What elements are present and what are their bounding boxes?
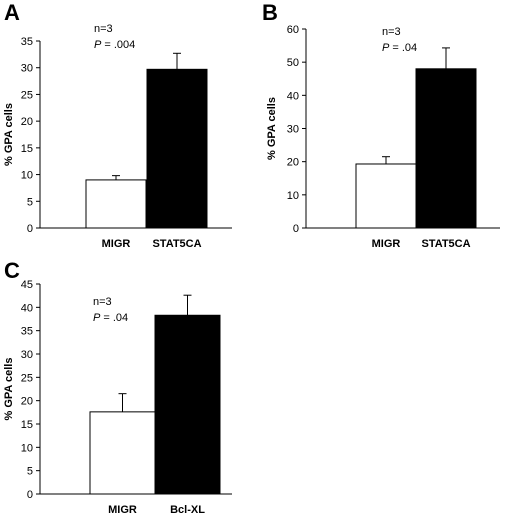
chart-panel-a: A 0 5 10 15 20 25 30 35 % GPA cells MIGR STAT5CA n=3… [3,0,232,250]
y-tick-label: 15 [21,419,33,431]
panel-letter-a: A [4,0,20,25]
y-tick-label: 20 [21,396,33,408]
p-value-label: P = .04 [382,42,417,54]
y-tick-label: 10 [21,442,33,454]
y-tick-label: 50 [287,57,299,69]
bar-bcl-xl [154,314,221,495]
y-tick-label: 45 [21,279,33,291]
x-category-label: STAT5CA [152,238,201,250]
p-value-text: = .04 [389,42,417,54]
panel-letter-b: B [262,0,278,25]
y-tick-label: 25 [21,372,33,384]
p-letter: P [93,312,101,324]
x-category-label: Bcl-XL [170,504,205,516]
y-axis-label: % GPA cells [3,358,15,421]
y-tick-label: 5 [27,196,33,208]
y-tick-label: 25 [21,89,33,101]
y-tick-label: 30 [287,124,299,136]
y-tick-label: 10 [287,190,299,202]
y-tick-label: 0 [27,223,33,235]
y-tick-label: 0 [27,489,33,501]
sample-size-label: n=3 [93,296,112,308]
x-category-label: MIGR [108,504,137,516]
bar-stat5ca [146,68,208,229]
y-tick-label: 5 [27,466,33,478]
x-category-label: MIGR [372,238,401,250]
bar-migr [89,411,156,495]
panel-letter-c: C [4,258,20,283]
p-letter: P [94,39,102,51]
y-tick-label: 35 [21,326,33,338]
y-tick-label: 30 [21,349,33,361]
y-tick-label: 60 [287,24,299,36]
p-letter: P [382,42,390,54]
bar-migr [355,163,417,229]
y-tick-label: 40 [21,302,33,314]
y-tick-label: 30 [21,63,33,75]
p-value-text: = .004 [101,39,135,51]
y-tick-label: 20 [287,157,299,169]
p-value-text: = .04 [100,312,128,324]
x-category-label: STAT5CA [421,238,470,250]
y-tick-label: 15 [21,143,33,155]
y-tick-label: 10 [21,170,33,182]
chart-panel-b: B 0 10 20 30 40 50 60 % GPA cells MIGR STAT5CA n=3 P… [262,0,500,250]
bar-migr [85,179,147,229]
sample-size-label: n=3 [382,26,401,38]
y-tick-label: 20 [21,116,33,128]
p-value-label: P = .04 [93,312,128,324]
y-axis-label: % GPA cells [3,103,15,166]
y-axis-label: % GPA cells [266,97,278,160]
x-category-label: MIGR [102,238,131,250]
y-tick-label: 35 [21,36,33,48]
chart-panel-c: C 0 5 10 15 20 25 30 35 40 45 % GPA cells MIGR Bcl-XL… [3,258,232,516]
y-tick-label: 40 [287,90,299,102]
y-tick-label: 0 [293,223,299,235]
p-value-label: P = .004 [94,39,135,51]
bar-stat5ca [415,68,477,229]
sample-size-label: n=3 [94,23,113,35]
